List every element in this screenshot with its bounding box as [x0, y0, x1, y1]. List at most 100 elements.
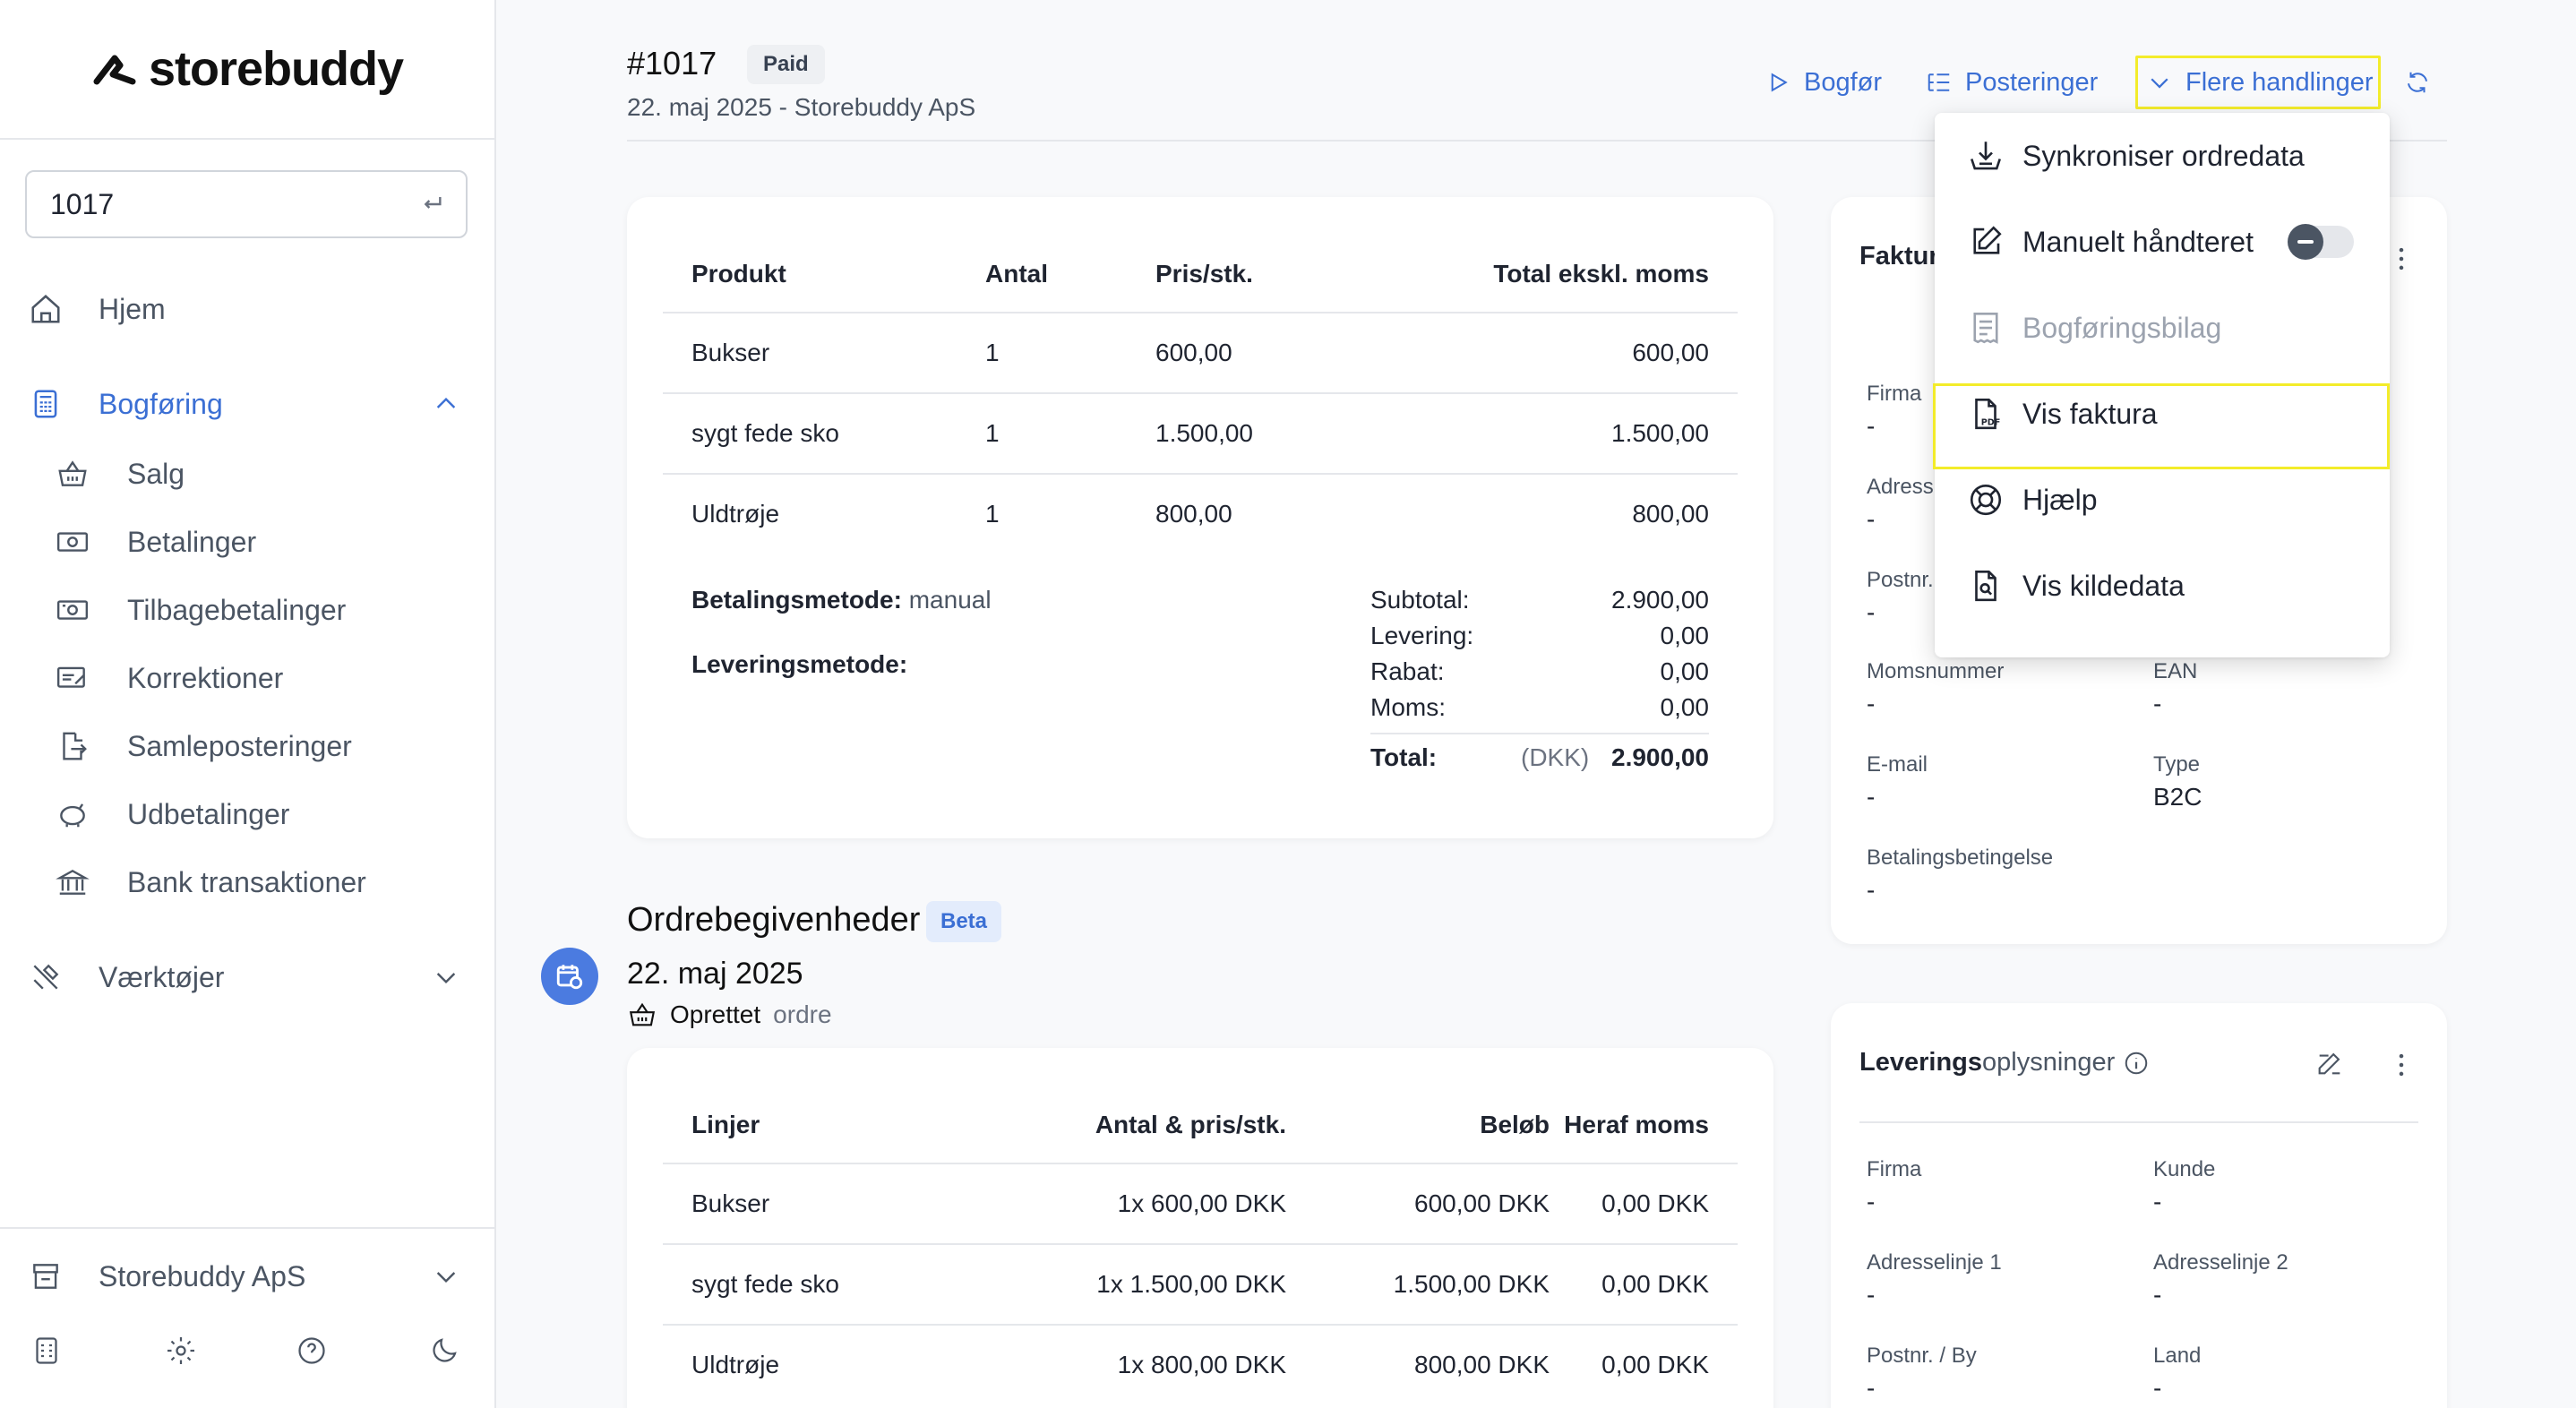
- table-cell: 1x 1.500,00 DKK: [1096, 1270, 1286, 1298]
- menu-item-label: Manuelt håndteret: [2022, 225, 2254, 258]
- sidebar-item-salg[interactable]: Salg: [0, 442, 496, 505]
- event-lines-card: Linjer Antal & pris/stk. Beløb Heraf mom…: [627, 1048, 1773, 1408]
- sidebar-item-korrektioner[interactable]: Korrektioner: [0, 647, 496, 709]
- menu-item-label: Vis kildedata: [2022, 569, 2185, 602]
- field-label: E-mail: [1867, 752, 1928, 777]
- table-cell: 600,00: [1632, 339, 1709, 366]
- sidebar-item-label: Samleposteringer: [127, 729, 352, 762]
- edit-note-icon: [56, 666, 85, 688]
- help-circle-icon[interactable]: [296, 1335, 328, 1367]
- field-label: Firma: [1867, 1157, 1922, 1181]
- table-cell: 1: [985, 500, 1000, 528]
- refresh-button[interactable]: [2404, 61, 2431, 104]
- col-header-produkt: Produkt: [691, 260, 786, 288]
- bogfor-button[interactable]: Bogfør: [1765, 61, 1882, 104]
- company-switcher[interactable]: Storebuddy ApS: [0, 1245, 496, 1308]
- refresh-icon: [2408, 72, 2427, 93]
- download-tray-icon: [1971, 142, 2001, 170]
- sidebar-item-bank-transaktioner[interactable]: Bank transaktioner: [0, 851, 496, 914]
- header-divider: [627, 140, 2447, 142]
- storebuddy-logo-icon: [93, 55, 136, 85]
- event-strong: Oprettet: [670, 1000, 761, 1028]
- chevron-down-icon[interactable]: [432, 1262, 460, 1291]
- brand-logo[interactable]: storebuddy: [0, 0, 496, 140]
- sidebar-item-label: Hjem: [99, 292, 166, 325]
- delivery-title-strong: Leverings: [1859, 1048, 1982, 1077]
- field-label: Land: [2153, 1344, 2202, 1368]
- file-export-icon: [63, 732, 87, 760]
- payment-label: Betalingsmetode:: [691, 586, 902, 614]
- posteringer-button[interactable]: Posteringer: [1926, 61, 2098, 104]
- sidebar-item-label: Værktøjer: [99, 960, 225, 993]
- list-tree-icon: [1928, 73, 1950, 91]
- sidebar-item-vaerktojer[interactable]: Værktøjer: [0, 946, 496, 1009]
- flere-handlinger-label: Flere handlinger: [2185, 67, 2374, 97]
- menu-item-vis-kildedata[interactable]: Vis kildedata: [1935, 543, 2390, 629]
- sidebar-divider: [0, 1227, 496, 1229]
- sidebar-item-udbetalinger[interactable]: Udbetalinger: [0, 783, 496, 846]
- sidebar-item-label: Betalinger: [127, 525, 257, 558]
- menu-item-label: Vis faktura: [2022, 397, 2158, 430]
- payment-value: manual: [908, 586, 992, 614]
- field-value: -: [1867, 876, 1876, 904]
- rabat-value: 0,00: [1660, 657, 1710, 685]
- currency-label: (DKK): [1521, 743, 1590, 771]
- payment-method: Betalingsmetode: manual: [691, 586, 992, 614]
- delivery-title: Leveringsoplysninger: [1859, 1048, 2115, 1077]
- brand-name: storebuddy: [148, 42, 404, 96]
- field-value: -: [2153, 1374, 2162, 1402]
- sidebar-item-bogforing[interactable]: Bogføring: [0, 373, 496, 435]
- table-cell: 1: [985, 419, 1000, 447]
- field-value: -: [1867, 783, 1876, 811]
- moon-icon[interactable]: [428, 1335, 460, 1367]
- gear-icon[interactable]: [165, 1335, 197, 1367]
- basket-icon: [58, 460, 87, 486]
- table-cell: 800,00: [1155, 500, 1232, 528]
- calculator-icon[interactable]: [30, 1335, 63, 1367]
- piggy-bank-icon: [60, 803, 85, 828]
- flere-handlinger-button[interactable]: Flere handlinger: [2146, 61, 2374, 104]
- card-divider: [1859, 1121, 2418, 1123]
- subtotal-value: 2.900,00: [1611, 586, 1709, 614]
- enter-icon: [424, 197, 442, 209]
- chevron-up-icon[interactable]: [432, 390, 460, 418]
- sidebar: storebuddy 1017 Hjem Bogføring Salg Beta…: [0, 0, 496, 1408]
- menu-item-synkroniser[interactable]: Synkroniser ordredata: [1935, 113, 2390, 199]
- rabat-label: Rabat:: [1370, 657, 1445, 685]
- search-input[interactable]: 1017: [25, 170, 468, 238]
- sidebar-item-betalinger[interactable]: Betalinger: [0, 511, 496, 573]
- products-card: Produkt Antal Pris/stk. Total ekskl. mom…: [627, 197, 1773, 838]
- tools-icon: [33, 964, 59, 990]
- field-label: Type: [2153, 752, 2201, 777]
- field-value: -: [1867, 1281, 1876, 1309]
- manual-toggle[interactable]: [2288, 224, 2354, 260]
- table-cell: 800,00: [1632, 500, 1709, 528]
- edit-icon[interactable]: [2314, 1048, 2345, 1078]
- col-header-pris: Pris/stk.: [1155, 260, 1253, 288]
- sidebar-item-samleposteringer[interactable]: Samleposteringer: [0, 715, 496, 777]
- col-header-heraf-moms: Heraf moms: [1564, 1111, 1709, 1138]
- sidebar-item-tilbagebetalinger[interactable]: Tilbagebetalinger: [0, 579, 496, 641]
- more-vertical-icon[interactable]: [2386, 1050, 2417, 1080]
- table-divider: [663, 392, 1738, 394]
- more-vertical-icon[interactable]: [2386, 244, 2417, 274]
- table-cell: 0,00 DKK: [1601, 1270, 1709, 1298]
- table-cell: sygt fede sko: [691, 419, 839, 447]
- chevron-down-icon: [2151, 78, 2168, 89]
- menu-item-bogforingsbilag[interactable]: Bogføringsbilag: [1935, 285, 2390, 371]
- menu-item-vis-faktura[interactable]: PDF Vis faktura: [1935, 371, 2390, 457]
- field-label: Betalingsbetingelse: [1867, 846, 2054, 870]
- store-icon: [33, 1264, 58, 1289]
- menu-item-manuelt-handteret[interactable]: Manuelt håndteret: [1935, 199, 2390, 285]
- menu-item-hjaelp[interactable]: Hjælp: [1935, 457, 2390, 543]
- event-muted: ordre: [773, 1000, 832, 1028]
- lifebuoy-icon: [1970, 484, 2002, 516]
- toggle-knob: [2288, 224, 2323, 260]
- sidebar-item-hjem[interactable]: Hjem: [0, 278, 496, 340]
- chevron-down-icon[interactable]: [432, 963, 460, 992]
- moms-label: Moms:: [1370, 693, 1446, 721]
- col-header-linjer: Linjer: [691, 1111, 760, 1138]
- col-header-total: Total ekskl. moms: [1493, 260, 1709, 288]
- calendar-clock-icon: [556, 965, 583, 990]
- info-icon[interactable]: [2123, 1050, 2150, 1077]
